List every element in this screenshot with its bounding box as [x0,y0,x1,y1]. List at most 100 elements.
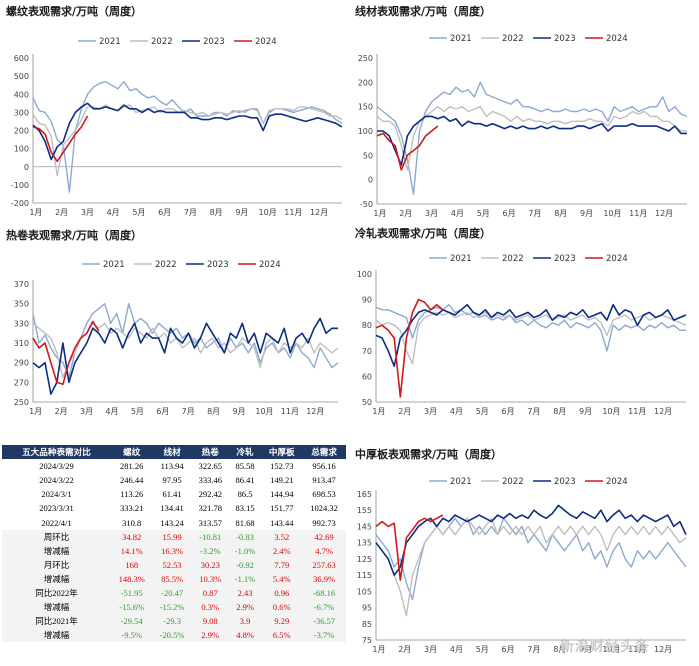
series-line-2023 [32,317,338,395]
x-tick-label: 4月 [450,645,463,654]
x-tick-label: 6月 [503,209,516,218]
series-line-2021 [32,80,343,193]
y-tick-label: 0 [368,176,373,185]
series-line-2022 [376,106,687,171]
table-cell: 16.3% [152,543,192,558]
table-row: 增减幅 14.1% 16.3% -3.2% -1.0% 2.4% 4.7% [2,543,346,558]
table-cell: 0.3% [191,600,229,615]
table-row-label: 2024/3/22 [39,475,74,486]
x-tick-label: 9月 [579,407,592,416]
table-row: 2023/3/31 333.21 134.41 321.78 83.15 151.77 10… [2,501,346,515]
series-line-2022 [32,322,339,379]
x-tick-label: 7月 [528,209,541,218]
chart-title: 线材表观需求/万吨（周度） [355,5,492,18]
legend-label-2023: 2023 [554,477,576,487]
x-tick-label: 5月 [132,208,145,217]
table-cell: -20.47 [152,585,192,601]
x-tick-label: 2月 [398,645,411,654]
legend-label-2024: 2024 [606,34,628,44]
table-cell: 42.69 [302,529,346,544]
table-cell: -3.7% [302,628,346,643]
x-tick-label: 5月 [476,645,489,654]
table-cell: -36.57 [302,614,346,629]
x-tick-label: 3月 [425,209,438,218]
table-cell: 4.8% [228,628,262,643]
table-cell: -1.1% [228,571,262,586]
series-line-2022 [375,311,687,365]
table-cell: 913.47 [312,475,336,486]
x-tick-label: 12月 [654,407,672,416]
x-tick-label: 8月 [553,407,566,416]
table-cell: 85.58 [235,461,255,472]
table-row-label: 增减幅 [2,628,111,643]
legend-label-2023: 2023 [207,260,229,270]
x-tick-label: 1月 [372,645,385,654]
x-tick-label: 4月 [105,407,118,416]
x-tick-label: 9月 [235,208,248,217]
x-tick-label: 7月 [527,407,540,416]
table-cell: 2.43 [228,585,262,601]
x-tick-label: 3月 [424,645,437,654]
legend-label-2021: 2021 [103,260,125,270]
y-tick-label: 165 [357,490,372,499]
x-tick-label: 12月 [654,645,672,654]
x-tick-label: 8月 [207,407,220,416]
x-tick-label: 3月 [81,208,94,217]
series-line-2022 [375,517,687,617]
table-cell: 6.5% [261,628,303,643]
x-tick-label: 9月 [580,209,593,218]
table-cell: 52.53 [152,557,192,572]
legend-label-2024: 2024 [606,477,628,487]
table-row-label: 增减幅 [2,543,111,558]
x-tick-label: 6月 [158,208,171,217]
table-cell: 113.26 [120,489,144,500]
table-cell: -68.16 [302,585,346,601]
y-tick-label: 95 [362,604,372,613]
legend-label-2024: 2024 [259,260,281,270]
table-row: 2024/3/1 113.26 61.41 292.42 86.5 144.94 698.5… [2,487,346,501]
table-header-cell: 五大品种表需对比 [2,445,111,460]
y-tick-label: 115 [357,571,372,580]
table-cell: 281.26 [120,461,144,472]
x-tick-label: 10月 [259,208,277,217]
x-tick-label: 3月 [424,407,437,416]
x-tick-label: 3月 [80,407,93,416]
table-cell: 86.5 [237,489,253,500]
chart-title: 冷轧表观需求/万吨（周度） [355,227,492,240]
table-row-label: 增减幅 [2,600,111,615]
x-tick-label: 10月 [602,407,620,416]
chart-plot: -200 -100 0 100 200 300 400 500 600 1月 2月 3月 4月 5月 6月 7… [11,37,343,217]
y-tick-label: 500 [14,72,29,81]
series-line-2021 [375,304,686,352]
chart-plot: -50 0 50 100 150 200 250 1月 2月 3月 4月 5月 6月 7月 8月 9月 10月 1… [358,34,688,218]
y-tick-label: 155 [357,506,372,515]
series-line-2024 [376,125,439,171]
table-row-label: 同比2021年 [2,614,111,629]
chart-hot-rolled: 热卷表观需求/万吨（周度） 250 270 290 310 330 350 370 1月 2月 3… [0,222,349,444]
y-tick-label: 125 [357,555,372,564]
y-tick-label: -50 [360,200,373,209]
y-tick-label: 135 [357,539,372,548]
table-cell: 9.08 [191,614,229,629]
y-tick-label: -100 [11,181,29,190]
chart-medium-plate: 中厚板表观需求/万吨（周度） 75 85 95 105 115 125 135 145 155 1… [349,444,699,666]
x-tick-label: 12月 [655,209,673,218]
y-tick-label: 80 [362,321,372,330]
table-cell: -0.92 [228,557,262,572]
table-row-label: 同比2022年 [2,585,111,601]
x-tick-label: 6月 [502,407,515,416]
table-row: 同比2021年 -29.54 -29.3 9.08 3.9 9.29 -36.57 [2,614,346,629]
table-cell: 7.79 [261,557,303,572]
table-cell: 149.21 [270,475,294,486]
y-tick-label: 370 [14,280,29,289]
chart-wire-rod: 线材表观需求/万吨（周度） -50 0 50 100 150 200 250 1月 2月 3月 4月… [349,0,699,222]
table-cell: -6.7% [302,600,346,615]
table-row: 增减幅 -15.6% -15.2% 0.3% 2.9% 0.6% -6.7% [2,600,346,615]
x-tick-label: 7月 [527,645,540,654]
table-cell: 246.44 [120,475,144,486]
x-tick-label: 12月 [306,407,324,416]
table-cell: 61.41 [162,489,182,500]
y-tick-label: 250 [14,398,29,407]
table-row-label: 2023/3/31 [39,503,74,514]
legend-label-2021: 2021 [450,477,472,487]
